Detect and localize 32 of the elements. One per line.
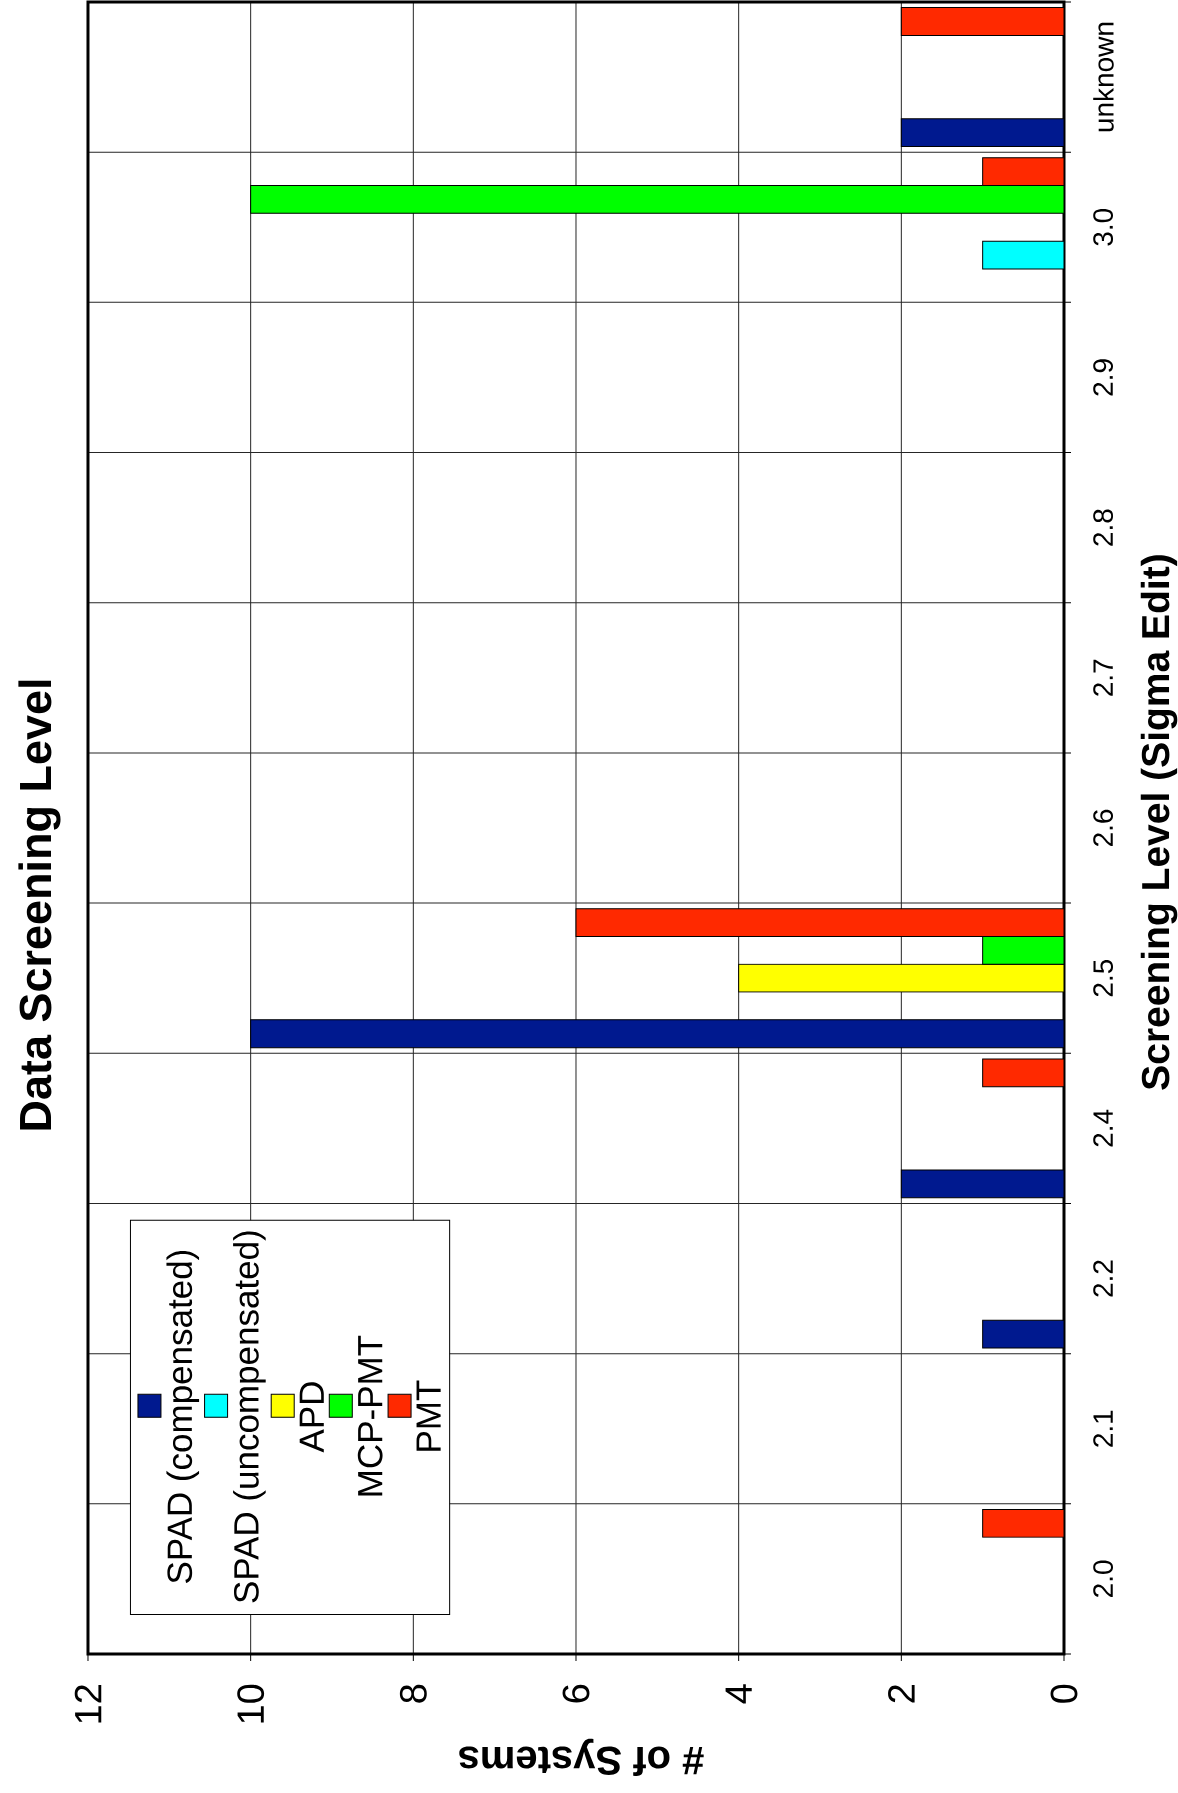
legend-label: SPAD (uncompensated) (233, 1231, 266, 1603)
x-tick-label: 8 (399, 1684, 427, 1703)
y-tick-label: 2.5 (1093, 959, 1114, 997)
x-tick-label: 0 (1050, 1684, 1078, 1703)
bar (900, 1169, 1064, 1199)
bar (982, 936, 1064, 965)
bar (250, 185, 1064, 214)
y-axis-title: Screening Level (Sigma Edit) (1140, 555, 1178, 1090)
y-tick-label: 2.8 (1093, 509, 1114, 546)
y-tick-label: 2.2 (1093, 1260, 1113, 1297)
x-axis-title: # of Systems (459, 1738, 704, 1776)
y-tick-label: 2.9 (1093, 359, 1114, 396)
y-tick-label: 2.0 (1093, 1560, 1114, 1597)
bar (250, 1019, 1064, 1049)
y-tick-label: 2.1 (1093, 1410, 1113, 1447)
y-tick-label: unknown (1093, 22, 1114, 132)
legend-label: SPAD (compensated) (166, 1250, 200, 1583)
x-tick-label: 10 (237, 1684, 265, 1723)
y-tick-label: 3.0 (1093, 208, 1114, 246)
x-tick-label: 6 (562, 1684, 590, 1703)
y-tick-label: 2.4 (1093, 1109, 1113, 1147)
legend-label: APD (299, 1382, 324, 1453)
x-tick-label: 12 (74, 1685, 102, 1723)
text: Data Screening Level (18, 680, 61, 1130)
x-tick-label: 2 (888, 1685, 915, 1703)
y-tick-label: 2.7 (1093, 659, 1113, 696)
legend-label: PMT (416, 1380, 441, 1451)
legend-label: MCP-PMT (357, 1335, 383, 1496)
y-tick-label: 2.6 (1093, 809, 1114, 847)
bar (982, 1319, 1064, 1349)
x-tick-label: 4 (725, 1684, 752, 1704)
bar (900, 118, 1064, 148)
